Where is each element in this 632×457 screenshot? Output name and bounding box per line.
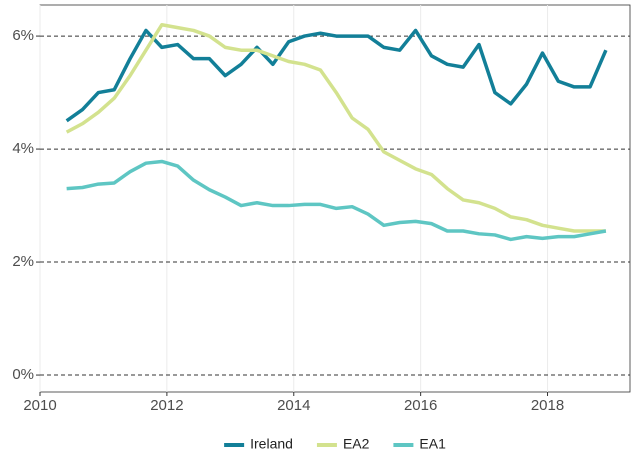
series-line (65, 23, 606, 233)
series-line (66, 159, 607, 242)
x-tick-label: 2016 (404, 397, 437, 414)
legend-item: Ireland (224, 436, 293, 452)
x-tick-label: 2012 (150, 397, 183, 414)
series-line (65, 28, 608, 123)
y-tick-label: 2% (12, 253, 34, 270)
plot-panel (39, 4, 631, 393)
x-tick-label: 2010 (23, 397, 56, 414)
y-tick-label: 4% (12, 140, 34, 157)
x-tick-label: 2018 (531, 397, 564, 414)
legend-label: EA2 (343, 436, 370, 452)
legend-label: Ireland (250, 436, 293, 452)
legend-item: EA1 (393, 436, 446, 452)
legend-item: EA2 (316, 436, 370, 452)
y-tick-label: 6% (12, 27, 34, 44)
legend-label: EA1 (419, 436, 446, 452)
x-tick-label: 2014 (277, 397, 310, 414)
y-tick-label: 0% (12, 366, 34, 383)
legend: Ireland EA2 EA1 (224, 436, 446, 452)
